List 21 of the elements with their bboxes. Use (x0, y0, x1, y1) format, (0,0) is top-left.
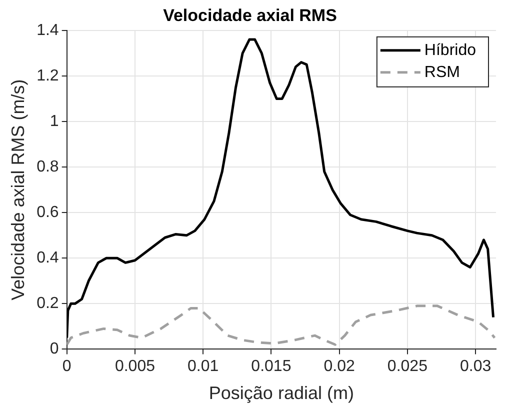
x-tick-label: 0.03 (460, 358, 492, 376)
y-tick-label: 1.2 (36, 67, 59, 84)
y-tick-label: 0.4 (36, 250, 59, 267)
y-tick-label: 1 (50, 112, 59, 130)
y-tick-label: 0.6 (36, 204, 59, 221)
legend-label: RSM (424, 64, 460, 81)
x-tick-label: 0.025 (387, 358, 428, 376)
y-tick-label: 0.8 (36, 158, 59, 176)
x-tick-label: 0.01 (188, 358, 219, 376)
x-tick-label: 0.02 (324, 358, 355, 376)
x-tick-label: 0.005 (114, 358, 156, 376)
x-tick-label: 0 (62, 358, 72, 376)
chart-title: Velocidade axial RMS (163, 6, 337, 25)
y-tick-label: 0 (50, 340, 59, 358)
y-axis-title: Velocidade axial RMS (m/s) (8, 79, 28, 300)
line-series (66, 304, 496, 346)
y-tick-label: 0.2 (36, 295, 59, 312)
x-axis-title: Posição radial (m) (208, 383, 354, 404)
y-tick-label: 1.4 (36, 22, 59, 39)
x-tick-label: 0.015 (251, 358, 292, 376)
legend-label: Híbrido (424, 42, 476, 59)
